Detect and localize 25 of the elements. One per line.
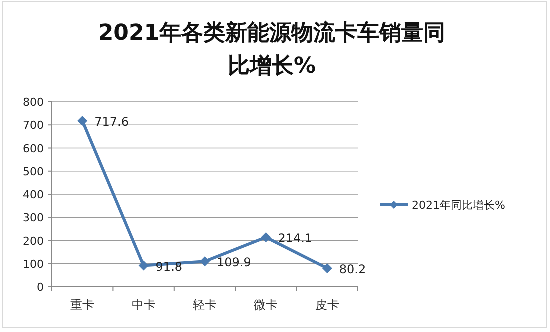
y-tick-label: 0 — [37, 281, 44, 294]
data-label: 214.1 — [278, 231, 313, 246]
legend-label: 2021年同比增长% — [412, 199, 506, 212]
y-tick-label: 400 — [23, 188, 44, 202]
chart-title: 2021年各类新能源物流卡车销量同比增长% — [98, 20, 446, 79]
y-tick-label: 600 — [23, 142, 44, 156]
point — [261, 232, 272, 242]
y-tick-label: 700 — [23, 119, 44, 132]
x-tick-label: 微卡 — [254, 298, 278, 312]
y-tick-label: 800 — [23, 96, 44, 109]
point — [138, 260, 149, 271]
data-label: 80.2 — [339, 262, 366, 276]
x-tick-label: 重卡 — [70, 298, 95, 312]
point — [78, 116, 88, 126]
y-tick-label: 500 — [23, 165, 44, 178]
x-tick-label: 轻卡 — [193, 298, 217, 312]
x-tick-label: 中卡 — [132, 298, 156, 312]
y-tick-label: 100 — [23, 258, 44, 271]
data-label: 717.6 — [94, 115, 129, 130]
point — [322, 263, 332, 274]
x-tick-label: 皮卡 — [315, 298, 340, 312]
data-label: 109.9 — [217, 256, 252, 270]
point — [200, 256, 210, 267]
y-tick-label: 300 — [23, 212, 44, 225]
y-tick-label: 200 — [23, 234, 44, 248]
